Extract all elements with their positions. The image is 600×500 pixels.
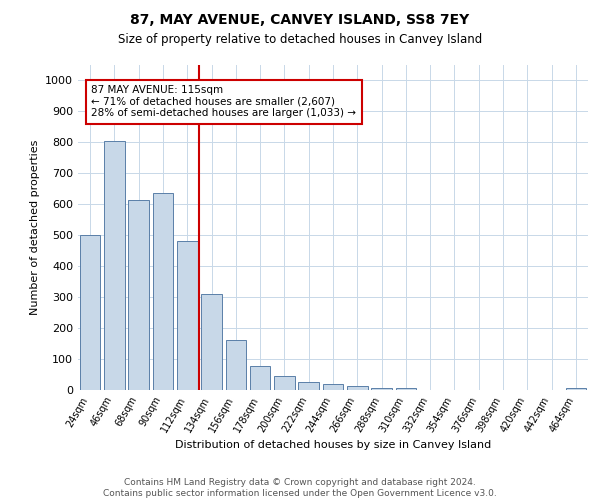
Bar	[104, 141, 125, 390]
Bar	[298, 382, 319, 390]
Y-axis label: Number of detached properties: Number of detached properties	[29, 140, 40, 315]
Bar	[226, 340, 246, 390]
X-axis label: Distribution of detached houses by size in Canvey Island: Distribution of detached houses by size …	[175, 440, 491, 450]
Bar	[80, 235, 100, 390]
Bar	[152, 194, 173, 390]
Text: Contains HM Land Registry data © Crown copyright and database right 2024.
Contai: Contains HM Land Registry data © Crown c…	[103, 478, 497, 498]
Bar	[128, 200, 149, 390]
Text: Size of property relative to detached houses in Canvey Island: Size of property relative to detached ho…	[118, 32, 482, 46]
Text: 87, MAY AVENUE, CANVEY ISLAND, SS8 7EY: 87, MAY AVENUE, CANVEY ISLAND, SS8 7EY	[130, 12, 470, 26]
Bar	[323, 384, 343, 390]
Bar	[371, 388, 392, 390]
Bar	[347, 386, 368, 390]
Bar	[395, 388, 416, 390]
Bar	[177, 242, 197, 390]
Text: 87 MAY AVENUE: 115sqm
← 71% of detached houses are smaller (2,607)
28% of semi-d: 87 MAY AVENUE: 115sqm ← 71% of detached …	[91, 85, 356, 118]
Bar	[201, 294, 222, 390]
Bar	[250, 366, 271, 390]
Bar	[274, 376, 295, 390]
Bar	[566, 388, 586, 390]
